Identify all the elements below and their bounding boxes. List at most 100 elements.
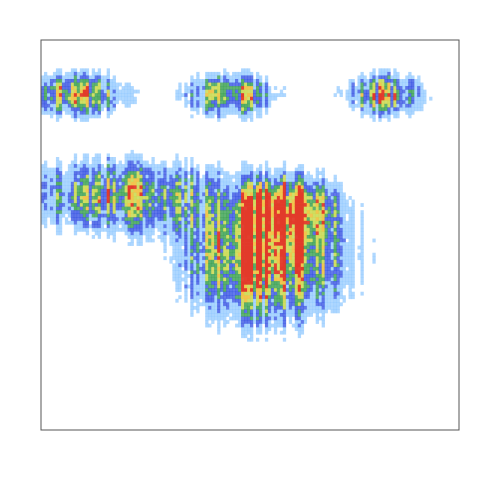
heatmap-cell: [351, 89, 355, 94]
heatmap-cell: [261, 281, 266, 285]
heatmap-cell: [252, 192, 257, 197]
heatmap-cell: [247, 164, 251, 168]
heatmap-cell: [258, 266, 263, 271]
heatmap-cell: [414, 79, 418, 83]
heatmap-cell: [223, 79, 227, 83]
heatmap-cell: [223, 259, 227, 264]
heatmap-cell: [226, 295, 230, 300]
heatmap-cell: [196, 305, 200, 310]
heatmap-cell: [306, 298, 311, 303]
heatmap-cell: [85, 71, 90, 76]
heatmap-cell: [85, 199, 90, 204]
heatmap-cell: [255, 316, 260, 321]
heatmap-cell: [199, 224, 203, 229]
heatmap-cell: [372, 82, 376, 87]
heatmap-cell: [303, 224, 308, 229]
heatmap-cell: [315, 196, 319, 200]
heatmap-cell: [288, 227, 293, 232]
heatmap-cell: [238, 313, 242, 317]
heatmap-cell: [223, 174, 227, 179]
heatmap-cell: [273, 196, 278, 200]
heatmap-cell: [291, 305, 296, 310]
heatmap-cell: [336, 89, 340, 94]
heatmap-cell: [73, 199, 78, 204]
heatmap-cell: [261, 288, 266, 293]
heatmap-cell: [118, 178, 122, 183]
heatmap-cell: [187, 238, 191, 243]
heatmap-cell: [330, 199, 334, 204]
heatmap-cell: [348, 79, 352, 83]
heatmap-cell: [181, 252, 185, 257]
heatmap-cell: [208, 171, 212, 176]
heatmap-cell: [136, 160, 140, 165]
heatmap-cell: [276, 206, 281, 211]
heatmap-cell: [172, 266, 176, 271]
heatmap-cell: [118, 89, 122, 94]
heatmap-cell: [67, 96, 72, 101]
heatmap-cell: [154, 192, 158, 197]
heatmap-cell: [109, 224, 113, 229]
heatmap-cell: [61, 96, 66, 101]
heatmap-cell: [55, 79, 60, 83]
heatmap-cell: [142, 196, 146, 200]
heatmap-cell: [297, 309, 302, 314]
heatmap-cell: [229, 103, 233, 108]
heatmap-cell: [61, 103, 66, 108]
heatmap-cell: [223, 270, 227, 275]
heatmap-cell: [258, 231, 263, 236]
heatmap-cell: [270, 213, 275, 218]
heatmap-cell: [73, 107, 78, 112]
heatmap-cell: [100, 192, 104, 197]
heatmap-cell: [247, 242, 251, 246]
heatmap-cell: [217, 231, 221, 236]
heatmap-cell: [118, 199, 122, 204]
heatmap-cell: [148, 171, 152, 176]
heatmap-cell: [360, 274, 364, 278]
heatmap-cell: [342, 227, 346, 232]
heatmap-cell: [387, 114, 391, 119]
heatmap-cell: [345, 277, 349, 282]
heatmap-cell: [297, 227, 302, 232]
heatmap-cell: [312, 266, 316, 271]
heatmap-cell: [154, 203, 158, 207]
heatmap-cell: [267, 309, 272, 314]
heatmap-cell: [175, 160, 179, 165]
heatmap-cell: [55, 220, 60, 225]
heatmap-cell: [49, 192, 54, 197]
heatmap-cell: [154, 167, 158, 172]
heatmap-cell: [258, 93, 263, 98]
heatmap-cell: [154, 217, 158, 222]
heatmap-cell: [267, 327, 272, 332]
heatmap-cell: [112, 174, 116, 179]
heatmap-cell: [417, 79, 421, 83]
heatmap-cell: [217, 263, 221, 268]
heatmap-cell: [76, 171, 81, 176]
heatmap-cell: [241, 330, 245, 335]
heatmap-cell: [94, 210, 99, 215]
heatmap-cell: [238, 252, 242, 257]
heatmap-cell: [291, 231, 296, 236]
heatmap-cell: [252, 217, 257, 222]
heatmap-cell: [250, 82, 254, 87]
heatmap-cell: [163, 178, 167, 183]
heatmap-cell: [312, 245, 316, 250]
heatmap-cell: [151, 213, 155, 218]
heatmap-cell: [348, 206, 352, 211]
heatmap-cell: [348, 238, 352, 243]
heatmap-cell: [270, 203, 275, 207]
heatmap-cell: [64, 100, 69, 105]
heatmap-cell: [267, 252, 272, 257]
heatmap-cell: [202, 206, 206, 211]
heatmap-cell: [330, 192, 334, 197]
heatmap-cell: [247, 71, 251, 76]
heatmap-cell: [399, 93, 403, 98]
heatmap-cell: [258, 75, 263, 80]
heatmap-cell: [85, 160, 90, 165]
heatmap-cell: [327, 295, 331, 300]
heatmap-cell: [345, 203, 349, 207]
heatmap-cell: [288, 210, 293, 215]
heatmap-cell: [315, 295, 319, 300]
heatmap-cell: [291, 298, 296, 303]
heatmap-cell: [321, 259, 325, 264]
heatmap-cell: [226, 206, 230, 211]
